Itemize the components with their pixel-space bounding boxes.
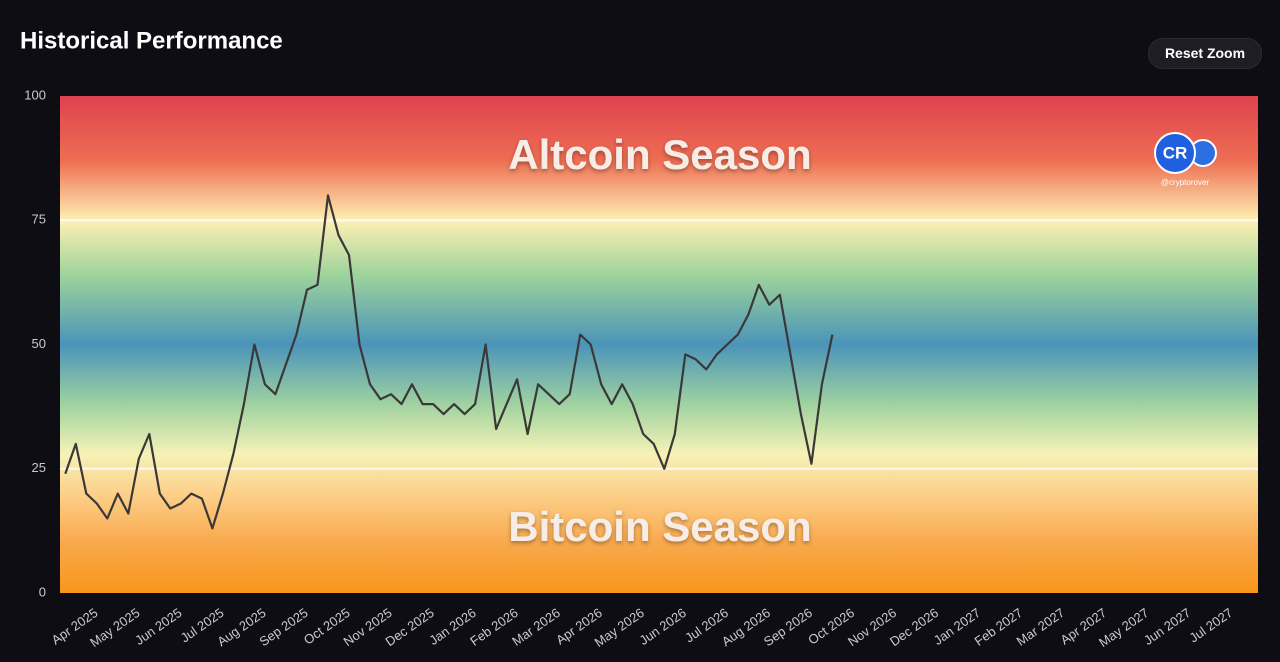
- y-tick-label: 50: [32, 336, 46, 351]
- plot: [60, 194, 1258, 530]
- y-tick-label: 75: [32, 212, 46, 227]
- x-tick-label: Jun 2025: [132, 605, 184, 648]
- logo-mark: [1154, 132, 1196, 174]
- x-tick-label: Jun 2027: [1141, 605, 1193, 648]
- logo-text: CR: [1163, 143, 1188, 162]
- plot-background: [60, 96, 1258, 593]
- chart-title: Historical Performance: [20, 27, 283, 54]
- data-line: [64, 194, 834, 530]
- x-tick-label: Mar 2026: [509, 605, 563, 649]
- y-tick-label: 25: [32, 460, 46, 475]
- y-tick-label: 100: [24, 87, 46, 102]
- annotation: Altcoin Season: [508, 131, 811, 178]
- watermark-handle: @cryptorover: [1161, 178, 1209, 187]
- x-tick-label: Jun 2026: [637, 605, 689, 648]
- x-tick-label: Jul 2027: [1187, 605, 1236, 645]
- reset-zoom-button[interactable]: Reset Zoom: [1148, 38, 1262, 69]
- y-tick-label: 0: [39, 584, 46, 599]
- annotation: Bitcoin Season: [508, 503, 811, 550]
- x-tick-label: Mar 2027: [1014, 605, 1068, 649]
